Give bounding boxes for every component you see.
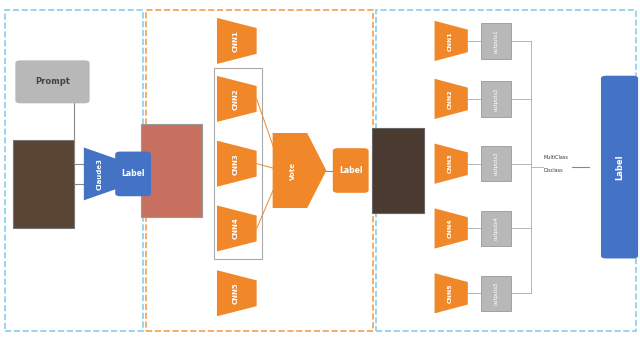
Text: CNN4: CNN4 (232, 218, 239, 239)
Text: outputs1: outputs1 (493, 29, 499, 53)
Bar (5, 10, 143, 331)
Text: outputs3: outputs3 (493, 152, 499, 175)
Text: MultiClass: MultiClass (544, 155, 569, 160)
Polygon shape (435, 79, 468, 119)
FancyBboxPatch shape (115, 151, 151, 196)
Polygon shape (217, 205, 257, 252)
FancyBboxPatch shape (15, 60, 90, 103)
Text: Label: Label (339, 166, 362, 175)
Text: CNN2: CNN2 (447, 89, 452, 109)
Bar (214, 68, 262, 259)
Text: CNN1: CNN1 (447, 31, 452, 51)
Text: Vote: Vote (290, 162, 296, 179)
Text: CNN2: CNN2 (232, 88, 239, 110)
Bar (376, 10, 636, 331)
Text: Label: Label (122, 169, 145, 178)
Text: outputs4: outputs4 (493, 217, 499, 240)
FancyBboxPatch shape (481, 81, 511, 117)
Polygon shape (84, 147, 117, 201)
Text: Disclass: Disclass (544, 168, 564, 173)
FancyBboxPatch shape (601, 76, 638, 258)
FancyBboxPatch shape (481, 211, 511, 246)
Polygon shape (217, 270, 257, 316)
Text: CNN5: CNN5 (232, 282, 239, 304)
Polygon shape (435, 21, 468, 61)
Text: CNN3: CNN3 (447, 154, 452, 174)
Bar (13, 140, 74, 228)
Text: CNN3: CNN3 (232, 153, 239, 175)
Bar (372, 128, 424, 213)
Text: CNN1: CNN1 (232, 30, 239, 52)
Text: Claude3: Claude3 (96, 158, 102, 190)
Bar (141, 124, 202, 217)
Polygon shape (273, 133, 326, 208)
Polygon shape (217, 76, 257, 122)
FancyBboxPatch shape (481, 276, 511, 311)
Text: Label: Label (615, 154, 624, 180)
FancyBboxPatch shape (481, 146, 511, 181)
FancyBboxPatch shape (333, 148, 369, 193)
Polygon shape (435, 208, 468, 249)
Polygon shape (435, 273, 468, 313)
Polygon shape (435, 144, 468, 184)
Bar (146, 10, 373, 331)
Polygon shape (217, 140, 257, 187)
Text: CNN4: CNN4 (447, 219, 452, 238)
FancyBboxPatch shape (481, 23, 511, 59)
Text: CNN5: CNN5 (447, 283, 452, 303)
Polygon shape (217, 18, 257, 64)
Text: outputs2: outputs2 (493, 87, 499, 111)
Text: Prompt: Prompt (35, 77, 70, 86)
Text: outputs5: outputs5 (493, 281, 499, 305)
